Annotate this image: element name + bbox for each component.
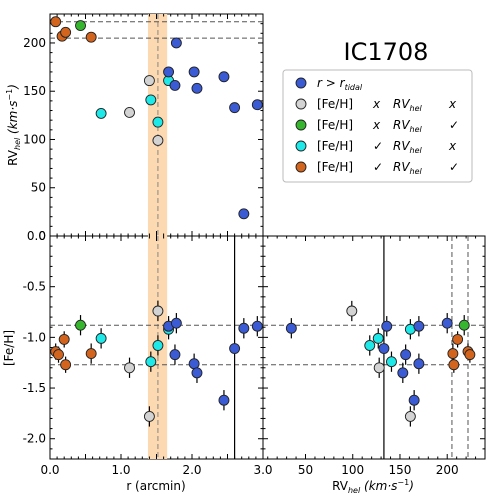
- point-feh-vs-r: [152, 340, 164, 351]
- legend-label-feh_rv: [Fe/H] ✓ RVhel ✓: [317, 160, 459, 176]
- point-feh-vs-rv: [400, 349, 412, 361]
- point-rv-vs-r: [191, 82, 203, 94]
- bottom-left-xlabel: r (arcmin): [126, 479, 185, 493]
- legend-marker-outside_tidal: [295, 77, 307, 89]
- legend-marker-no_feh_rv: [295, 119, 307, 131]
- bl-ytick-label: -0.5: [23, 280, 46, 294]
- top-left-ylabel: RVhel (km·s−1): [5, 84, 22, 166]
- bl-ytick-label: -1.5: [23, 381, 46, 395]
- point-rv-vs-r: [124, 107, 135, 118]
- point-feh-vs-rv: [381, 320, 393, 332]
- point-feh-vs-rv: [378, 343, 390, 354]
- point-rv-vs-r: [143, 75, 155, 87]
- point-feh-vs-rv: [285, 322, 297, 334]
- point-feh-vs-r: [58, 333, 70, 345]
- bl-xtick-label: 2.0: [182, 463, 201, 477]
- point-feh-vs-rv: [373, 362, 385, 374]
- point-rv-vs-r: [170, 37, 182, 49]
- point-feh-vs-rv: [372, 332, 384, 344]
- point-rv-vs-r: [85, 31, 97, 43]
- point-rv-vs-r: [50, 16, 62, 28]
- point-rv-vs-r: [152, 116, 164, 128]
- point-feh-vs-rv: [346, 305, 358, 317]
- br-xtick-label: 100: [341, 463, 364, 477]
- point-feh-vs-r: [145, 356, 157, 368]
- point-rv-vs-r: [75, 20, 86, 32]
- point-feh-vs-rv: [364, 340, 376, 351]
- point-feh-vs-r: [60, 359, 72, 371]
- point-rv-vs-r: [238, 208, 250, 220]
- point-feh-vs-r: [218, 394, 230, 406]
- point-feh-vs-r: [95, 332, 107, 344]
- point-feh-vs-rv: [464, 349, 476, 361]
- br-xtick-label: 50: [298, 463, 313, 477]
- bottom-right-xlabel: RVhel (km·s−1): [332, 478, 414, 495]
- point-feh-vs-r: [191, 367, 203, 379]
- point-rv-vs-r: [95, 107, 107, 119]
- point-rv-vs-r: [169, 79, 181, 91]
- point-feh-vs-rv: [447, 348, 459, 360]
- point-feh-vs-rv: [404, 410, 416, 422]
- bl-xtick-label: 3.0: [253, 463, 272, 477]
- point-feh-vs-r: [251, 320, 263, 332]
- point-feh-vs-r: [53, 349, 64, 361]
- point-feh-vs-r: [238, 322, 250, 334]
- point-rv-vs-r: [188, 66, 200, 78]
- point-feh-vs-r: [229, 343, 241, 354]
- tl-ytick-label: 200: [23, 36, 46, 50]
- tl-ytick-label: 100: [23, 132, 46, 146]
- point-feh-vs-r: [170, 317, 182, 329]
- point-feh-vs-rv: [413, 320, 425, 332]
- legend-label-no_feh_no_rv: [Fe/H] x RVhel x: [317, 97, 457, 113]
- point-feh-vs-rv: [452, 333, 464, 345]
- point-feh-vs-r: [85, 348, 97, 360]
- point-rv-vs-r: [218, 71, 230, 83]
- bl-xtick-label: 1.0: [111, 463, 130, 477]
- chart-title: IC1708: [344, 38, 429, 66]
- point-rv-vs-r: [145, 94, 157, 106]
- tl-ytick-label: 150: [23, 84, 46, 98]
- br-xtick-label: 150: [389, 463, 412, 477]
- legend-box: [282, 69, 473, 183]
- legend-label-no_feh_rv: [Fe/H] x RVhel ✓: [317, 118, 459, 134]
- point-feh-vs-r: [75, 319, 86, 331]
- point-feh-vs-rv: [458, 319, 470, 331]
- legend-label-feh_no_rv: [Fe/H] ✓ RVhel x: [317, 139, 457, 155]
- bl-ytick-label: -1.0: [23, 330, 46, 344]
- point-feh-vs-rv: [408, 394, 420, 406]
- point-feh-vs-rv: [413, 358, 425, 370]
- point-feh-vs-r: [152, 305, 164, 317]
- point-feh-vs-rv: [397, 367, 409, 379]
- legend-marker-no_feh_no_rv: [295, 98, 307, 110]
- point-feh-vs-r: [143, 410, 155, 422]
- bl-xtick-label: 0.0: [40, 463, 59, 477]
- bl-ytick-label: 0.0: [27, 229, 46, 243]
- tl-ytick-label: 50: [31, 181, 46, 195]
- point-rv-vs-r: [152, 134, 164, 146]
- point-rv-vs-r: [163, 66, 175, 78]
- br-xtick-label: 200: [436, 463, 459, 477]
- point-rv-vs-r: [60, 26, 72, 38]
- point-feh-vs-r: [188, 358, 200, 370]
- legend-marker-feh_no_rv: [295, 140, 307, 152]
- point-rv-vs-r: [229, 102, 241, 114]
- tl-ytick-label: 0: [38, 229, 46, 243]
- legend-marker-feh_rv: [295, 161, 307, 173]
- point-feh-vs-r: [169, 349, 181, 361]
- point-feh-vs-r: [124, 362, 135, 374]
- point-feh-vs-rv: [448, 359, 460, 371]
- bottom-left-ylabel: [Fe/H]: [2, 330, 16, 366]
- point-feh-vs-rv: [386, 356, 397, 368]
- bl-ytick-label: -2.0: [23, 432, 46, 446]
- point-rv-vs-r: [251, 99, 263, 111]
- legend-label-outside_tidal: r > rtidal: [317, 76, 363, 92]
- point-feh-vs-rv: [441, 317, 453, 329]
